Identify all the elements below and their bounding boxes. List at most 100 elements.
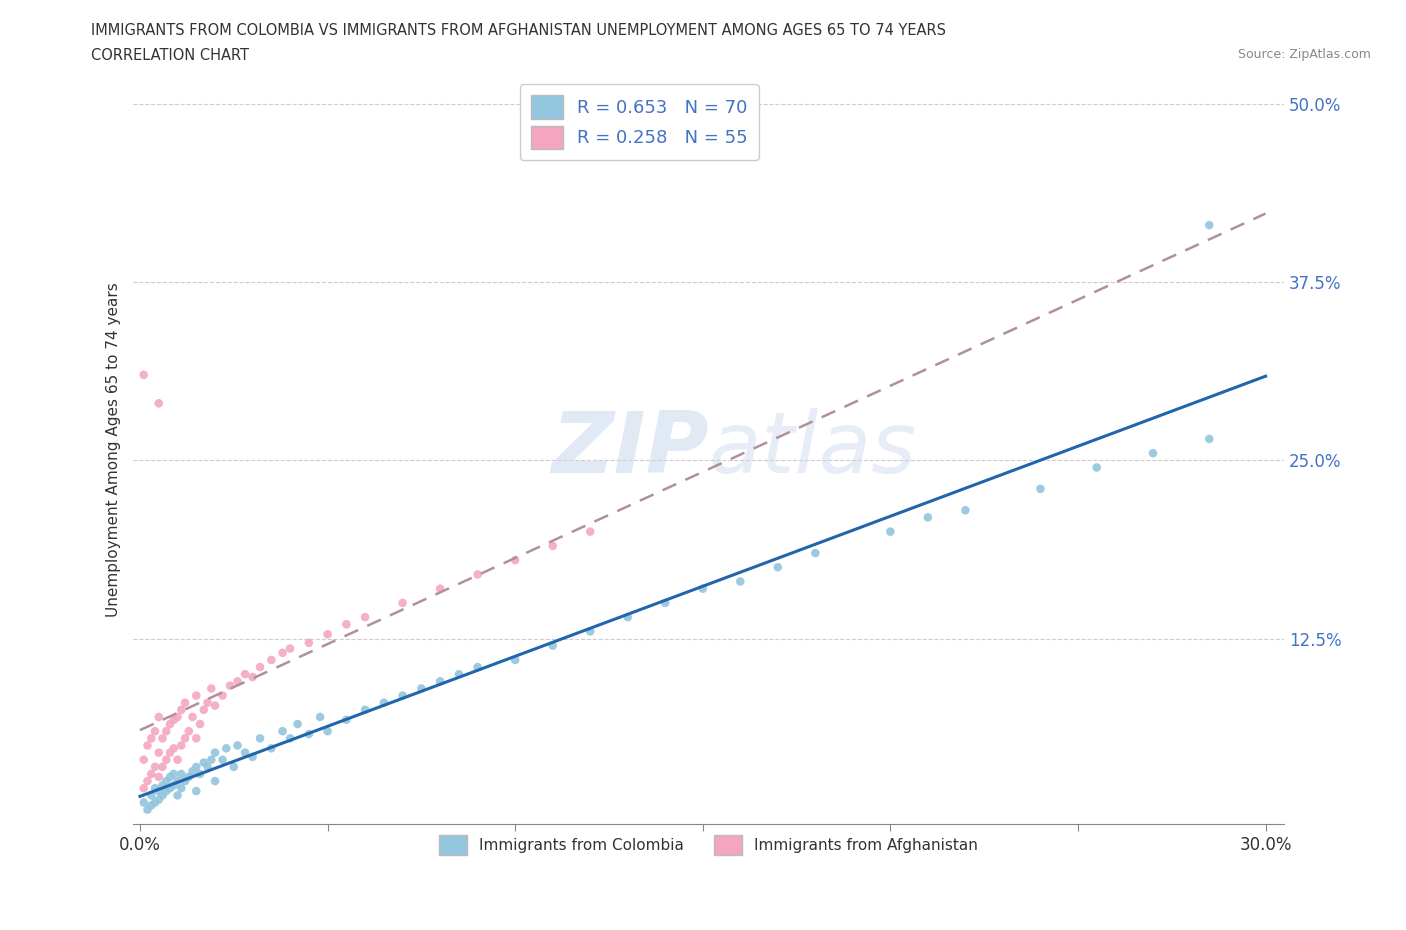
Text: CORRELATION CHART: CORRELATION CHART bbox=[91, 48, 249, 63]
Point bbox=[271, 724, 294, 738]
Point bbox=[222, 760, 245, 775]
Point bbox=[316, 627, 339, 642]
Point bbox=[955, 503, 977, 518]
Point bbox=[467, 659, 489, 674]
Point bbox=[579, 624, 602, 639]
Point bbox=[298, 635, 321, 650]
Point bbox=[429, 674, 451, 689]
Point bbox=[391, 595, 413, 610]
Point bbox=[730, 574, 752, 589]
Point bbox=[181, 764, 204, 778]
Point bbox=[166, 752, 188, 767]
Point bbox=[287, 717, 309, 732]
Point bbox=[159, 781, 181, 796]
Point bbox=[917, 510, 939, 525]
Text: ZIP: ZIP bbox=[551, 408, 709, 491]
Point bbox=[373, 696, 395, 711]
Point bbox=[143, 724, 166, 738]
Point bbox=[804, 546, 827, 561]
Point bbox=[429, 581, 451, 596]
Point bbox=[200, 752, 222, 767]
Point bbox=[233, 667, 256, 682]
Point bbox=[181, 710, 204, 724]
Point bbox=[249, 731, 271, 746]
Point bbox=[143, 760, 166, 775]
Point bbox=[163, 741, 186, 756]
Point bbox=[166, 774, 188, 789]
Point bbox=[188, 766, 211, 781]
Point bbox=[155, 752, 177, 767]
Point bbox=[152, 760, 174, 775]
Point bbox=[271, 645, 294, 660]
Point bbox=[616, 610, 638, 625]
Point bbox=[260, 653, 283, 668]
Point bbox=[177, 769, 200, 784]
Point bbox=[159, 745, 181, 760]
Point bbox=[143, 795, 166, 810]
Point bbox=[1029, 482, 1052, 497]
Point bbox=[159, 769, 181, 784]
Point bbox=[141, 788, 163, 803]
Point bbox=[503, 552, 526, 567]
Point bbox=[148, 784, 170, 799]
Point bbox=[278, 731, 301, 746]
Point bbox=[335, 712, 357, 727]
Y-axis label: Unemployment Among Ages 65 to 74 years: Unemployment Among Ages 65 to 74 years bbox=[107, 283, 121, 617]
Point bbox=[200, 681, 222, 696]
Point bbox=[174, 731, 197, 746]
Point bbox=[298, 726, 321, 741]
Point bbox=[1198, 432, 1220, 446]
Point bbox=[186, 784, 208, 799]
Legend: Immigrants from Colombia, Immigrants from Afghanistan: Immigrants from Colombia, Immigrants fro… bbox=[433, 830, 984, 861]
Point bbox=[148, 710, 170, 724]
Point bbox=[766, 560, 789, 575]
Point bbox=[447, 667, 470, 682]
Point bbox=[174, 774, 197, 789]
Point bbox=[541, 538, 564, 553]
Point bbox=[204, 698, 226, 713]
Point bbox=[197, 696, 219, 711]
Point bbox=[141, 766, 163, 781]
Point bbox=[193, 702, 215, 717]
Point bbox=[204, 745, 226, 760]
Point bbox=[242, 670, 264, 684]
Point bbox=[211, 752, 233, 767]
Point bbox=[186, 731, 208, 746]
Point bbox=[170, 766, 193, 781]
Point bbox=[1085, 460, 1108, 475]
Point bbox=[155, 724, 177, 738]
Point bbox=[391, 688, 413, 703]
Text: IMMIGRANTS FROM COLOMBIA VS IMMIGRANTS FROM AFGHANISTAN UNEMPLOYMENT AMONG AGES : IMMIGRANTS FROM COLOMBIA VS IMMIGRANTS F… bbox=[91, 23, 946, 38]
Point bbox=[193, 755, 215, 770]
Point bbox=[141, 731, 163, 746]
Point bbox=[411, 681, 433, 696]
Point bbox=[249, 659, 271, 674]
Point bbox=[654, 595, 676, 610]
Point bbox=[163, 712, 186, 727]
Point bbox=[226, 674, 249, 689]
Point bbox=[166, 710, 188, 724]
Point bbox=[170, 702, 193, 717]
Text: Source: ZipAtlas.com: Source: ZipAtlas.com bbox=[1237, 48, 1371, 61]
Point bbox=[141, 798, 163, 813]
Point bbox=[233, 745, 256, 760]
Point bbox=[136, 774, 159, 789]
Point bbox=[335, 617, 357, 631]
Point bbox=[354, 702, 377, 717]
Point bbox=[1198, 218, 1220, 232]
Point bbox=[692, 581, 714, 596]
Point bbox=[159, 717, 181, 732]
Point bbox=[197, 760, 219, 775]
Point bbox=[148, 769, 170, 784]
Point bbox=[503, 653, 526, 668]
Point bbox=[148, 745, 170, 760]
Point bbox=[174, 696, 197, 711]
Point bbox=[177, 724, 200, 738]
Point bbox=[132, 367, 155, 382]
Point bbox=[148, 792, 170, 807]
Point bbox=[188, 717, 211, 732]
Point bbox=[152, 788, 174, 803]
Point bbox=[163, 766, 186, 781]
Point bbox=[163, 777, 186, 792]
Point bbox=[316, 724, 339, 738]
